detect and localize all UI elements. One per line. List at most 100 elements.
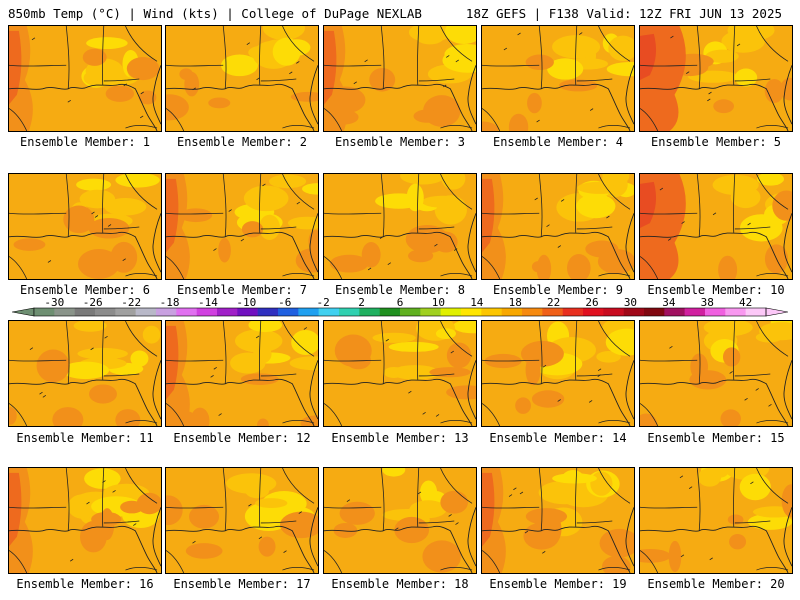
ensemble-member-map — [165, 320, 319, 427]
ensemble-member-map — [639, 25, 793, 132]
colorbar-tick-label: 10 — [432, 296, 445, 309]
colorbar-swatch — [725, 308, 746, 316]
ensemble-member-label: Ensemble Member: 18 — [331, 577, 469, 591]
colorbar-swatch — [644, 308, 665, 316]
ensemble-member-label: Ensemble Member: 12 — [173, 431, 311, 445]
ensemble-member-map — [323, 320, 477, 427]
colorbar-swatch — [522, 308, 543, 316]
ensemble-member-map — [323, 25, 477, 132]
colorbar-tick-label: 2 — [358, 296, 365, 309]
ensemble-member-label: Ensemble Member: 11 — [16, 431, 154, 445]
ensemble-member-map — [323, 467, 477, 574]
temperature-field — [640, 26, 792, 131]
colorbar-swatch — [440, 308, 462, 316]
ensemble-member-map — [481, 25, 635, 132]
ensemble-member-label: Ensemble Member: 10 — [647, 283, 785, 297]
colorbar-tick-label: 18 — [509, 296, 522, 309]
colorbar-swatch — [684, 308, 706, 316]
chart-title: 850mb Temp (°C) | Wind (kts) | College o… — [8, 6, 422, 21]
colorbar-swatch — [603, 308, 624, 316]
ensemble-member-map — [8, 320, 162, 427]
colorbar-tick-label: 34 — [662, 296, 676, 309]
run-valid-time: 18Z GEFS | F138 Valid: 12Z FRI JUN 13 20… — [465, 6, 782, 21]
colorbar-tick-label: 14 — [470, 296, 484, 309]
colorbar-tick-label: 6 — [397, 296, 404, 309]
temperature-field — [9, 174, 161, 279]
colorbar-swatch — [217, 308, 238, 316]
colorbar-swatch — [583, 308, 604, 316]
ensemble-member-label: Ensemble Member: 17 — [173, 577, 311, 591]
ensemble-member-label: Ensemble Member: 5 — [650, 135, 782, 149]
colorbar-swatch — [481, 308, 502, 316]
colorbar-swatch — [95, 308, 116, 316]
ensemble-member-label: Ensemble Member: 1 — [19, 135, 151, 149]
temperature-field — [324, 468, 476, 573]
ensemble-member-label: Ensemble Member: 15 — [647, 431, 785, 445]
ensemble-member-label: Ensemble Member: 2 — [176, 135, 308, 149]
colorbar-swatch — [237, 308, 258, 316]
temperature-field — [166, 468, 318, 573]
temperature-field — [640, 468, 792, 573]
colorbar-tick-label: -30 — [44, 296, 64, 309]
colorbar-swatch — [278, 308, 299, 316]
colorbar-swatch — [501, 308, 523, 316]
temperature-field — [9, 26, 161, 131]
colorbar-swatch — [135, 308, 157, 316]
temperature-field — [324, 321, 476, 426]
temperature-field — [482, 468, 634, 573]
ensemble-member-map — [165, 467, 319, 574]
colorbar-tick-label: -18 — [160, 296, 180, 309]
colorbar-swatch — [400, 308, 421, 316]
temperature-field — [9, 321, 161, 426]
ensemble-member-map — [481, 467, 635, 574]
ensemble-member-label: Ensemble Member: 13 — [331, 431, 469, 445]
temperature-field — [482, 26, 634, 131]
colorbar-swatch — [461, 308, 482, 316]
temperature-field — [640, 321, 792, 426]
colorbar-swatch — [379, 308, 401, 316]
ensemble-member-map — [165, 25, 319, 132]
colorbar-swatch — [318, 308, 340, 316]
ensemble-member-map — [8, 173, 162, 280]
colorbar-tick-label: -10 — [236, 296, 256, 309]
colorbar-swatch — [257, 308, 279, 316]
colorbar-tick-label: -26 — [83, 296, 103, 309]
colorbar-swatch — [359, 308, 380, 316]
colorbar-swatch — [156, 308, 177, 316]
colorbar-tick-label: -22 — [121, 296, 141, 309]
temperature-field — [166, 26, 318, 131]
colorbar-swatch — [745, 308, 767, 316]
colorbar-tick-label: 26 — [585, 296, 598, 309]
temperature-field — [166, 321, 318, 426]
ensemble-member-map — [8, 25, 162, 132]
ensemble-member-label: Ensemble Member: 14 — [489, 431, 627, 445]
ensemble-member-label: Ensemble Member: 7 — [176, 283, 308, 297]
ensemble-member-map — [8, 467, 162, 574]
ensemble-member-label: Ensemble Member: 16 — [16, 577, 154, 591]
colorbar-swatch — [298, 308, 319, 316]
temperature-field — [9, 468, 161, 573]
ensemble-member-label: Ensemble Member: 9 — [492, 283, 624, 297]
colorbar-swatch — [420, 308, 441, 316]
colorbar-tick-label: 22 — [547, 296, 560, 309]
temperature-colorbar: -30 -26 -22 -18 -14 -10 -6 -2 2 6 10 14 18 22 26 30 34 38… — [12, 296, 788, 317]
ensemble-member-map — [639, 320, 793, 427]
ensemble-member-label: Ensemble Member: 20 — [647, 577, 785, 591]
ensemble-member-label: Ensemble Member: 3 — [334, 135, 466, 149]
ensemble-member-map — [165, 173, 319, 280]
colorbar-tick-label: -2 — [317, 296, 330, 309]
colorbar-tick-label: 30 — [624, 296, 637, 309]
temperature-field — [324, 174, 476, 279]
colorbar-tick-label: -14 — [198, 296, 218, 309]
colorbar-tick-label: 42 — [739, 296, 752, 309]
ensemble-member-label: Ensemble Member: 8 — [334, 283, 466, 297]
temperature-field — [482, 174, 634, 279]
temperature-field — [166, 174, 318, 279]
colorbar-swatch — [54, 308, 75, 316]
colorbar-swatch — [34, 308, 55, 316]
colorbar-swatch — [115, 308, 136, 316]
colorbar-swatch — [705, 308, 726, 316]
temperature-field — [640, 174, 792, 279]
colorbar-swatch — [562, 308, 584, 316]
temperature-field — [324, 26, 476, 131]
